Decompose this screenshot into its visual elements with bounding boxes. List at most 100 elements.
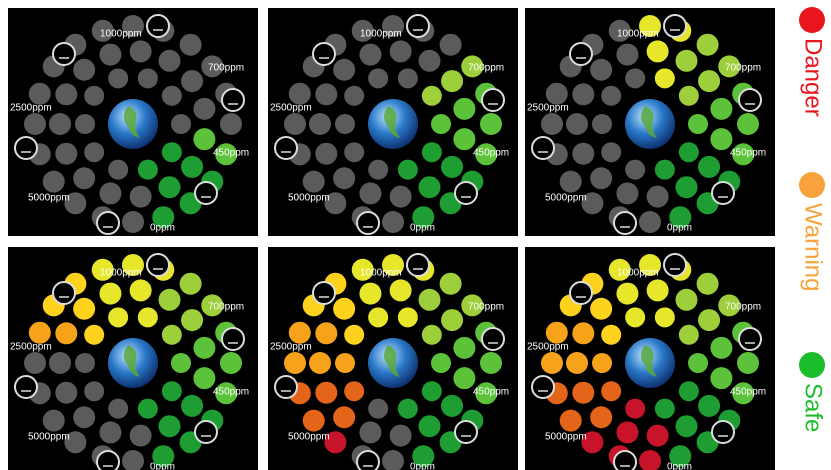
co2-bubble <box>215 382 238 405</box>
co2-bubble <box>678 142 699 163</box>
co2-bubble <box>431 114 451 134</box>
co2-bubble <box>675 415 698 438</box>
co2-bubble <box>333 58 356 81</box>
co2-bubble <box>625 398 646 419</box>
co2-bubble <box>654 398 675 419</box>
co2-bubble <box>572 83 595 106</box>
co2-bubble <box>453 336 476 359</box>
co2-bubble <box>737 113 759 135</box>
co2-bubble <box>480 113 502 135</box>
earth-land <box>124 106 140 138</box>
co2-bubble <box>418 288 441 311</box>
co2-bubble <box>566 113 588 135</box>
co2-bubble <box>418 49 441 72</box>
face-icon <box>738 327 762 351</box>
face-icon <box>146 14 170 38</box>
co2-bubble <box>161 381 182 402</box>
co2-bubble <box>368 159 389 180</box>
co2-bubble <box>359 421 382 444</box>
co2-bubble <box>344 85 365 106</box>
co2-bubble <box>344 142 365 163</box>
legend-dot <box>799 352 825 378</box>
face-icon <box>194 181 218 205</box>
co2-bubble <box>541 352 563 374</box>
co2-bubble <box>152 445 175 468</box>
ppm-label: 5000ppm <box>28 193 70 204</box>
co2-bubble <box>418 176 441 199</box>
co2-bubble <box>608 258 631 281</box>
co2-bubble <box>171 114 191 134</box>
co2-bubble <box>646 40 669 63</box>
co2-bubble <box>324 431 347 454</box>
co2-bubble <box>461 55 484 78</box>
co2-bubble <box>99 43 122 66</box>
co2-bubble <box>389 185 412 208</box>
ppm-label: 2500ppm <box>527 103 569 114</box>
co2-bubble <box>91 19 114 42</box>
co2-bubble <box>572 322 595 345</box>
co2-bubble <box>284 113 306 135</box>
co2-bubble <box>359 282 382 305</box>
co2-bubble <box>181 155 204 178</box>
ppm-label: 450ppm <box>730 387 766 398</box>
ppm-label: 450ppm <box>213 148 249 159</box>
co2-bubble <box>158 415 181 438</box>
ppm-label: 2500ppm <box>270 342 312 353</box>
co2-bubble <box>351 19 374 42</box>
co2-bubble <box>431 353 451 373</box>
co2-bubble <box>359 182 382 205</box>
co2-bubble <box>639 15 661 37</box>
co2-bubble <box>288 321 311 344</box>
co2-bubble <box>421 381 442 402</box>
co2-bubble <box>137 398 158 419</box>
ppm-label: 2500ppm <box>527 342 569 353</box>
face-icon <box>738 88 762 112</box>
co2-bubble <box>129 424 152 447</box>
ppm-label: 1000ppm <box>617 29 659 40</box>
co2-bubble <box>335 114 355 134</box>
legend-label: Danger <box>800 38 827 117</box>
co2-bubble <box>616 43 639 66</box>
co2-bubble <box>601 142 622 163</box>
co2-bubble <box>302 409 325 432</box>
co2-bubble <box>309 352 331 374</box>
face-icon <box>481 327 505 351</box>
co2-bubble <box>324 192 347 215</box>
ppm-label: 450ppm <box>473 387 509 398</box>
co2-bubble <box>137 159 158 180</box>
co2-bubble <box>698 309 721 332</box>
co2-bubble <box>91 258 114 281</box>
co2-bubble <box>84 324 105 345</box>
co2-bubble <box>129 40 152 63</box>
co2-bubble <box>421 324 442 345</box>
co2-bubble <box>698 70 721 93</box>
face-icon <box>406 14 430 38</box>
co2-bubble <box>220 352 242 374</box>
co2-bubble <box>288 82 311 105</box>
co2-bubble <box>718 55 741 78</box>
co2-bubble <box>382 254 404 276</box>
legend-dot <box>799 172 825 198</box>
co2-bubble <box>108 68 129 89</box>
co2-bubble <box>64 431 87 454</box>
co2-bubble <box>382 15 404 37</box>
co2-bubble <box>418 415 441 438</box>
co2-bubble <box>344 324 365 345</box>
co2-bubble <box>28 321 51 344</box>
ppm-label: 0ppm <box>410 223 435 234</box>
co2-bubble <box>541 113 563 135</box>
ppm-label: 5000ppm <box>545 432 587 443</box>
co2-bubble <box>616 421 639 444</box>
co2-bubble <box>49 113 71 135</box>
co2-bubble <box>171 353 191 373</box>
co2-bubble <box>193 97 216 120</box>
co2-bubble <box>55 142 78 165</box>
co2-bubble <box>368 398 389 419</box>
co2-bubble <box>678 85 699 106</box>
co2-bubble <box>129 185 152 208</box>
face-icon <box>711 420 735 444</box>
co2-bubble <box>421 85 442 106</box>
face-icon <box>14 375 38 399</box>
co2-bubble <box>710 336 733 359</box>
face-icon <box>454 181 478 205</box>
